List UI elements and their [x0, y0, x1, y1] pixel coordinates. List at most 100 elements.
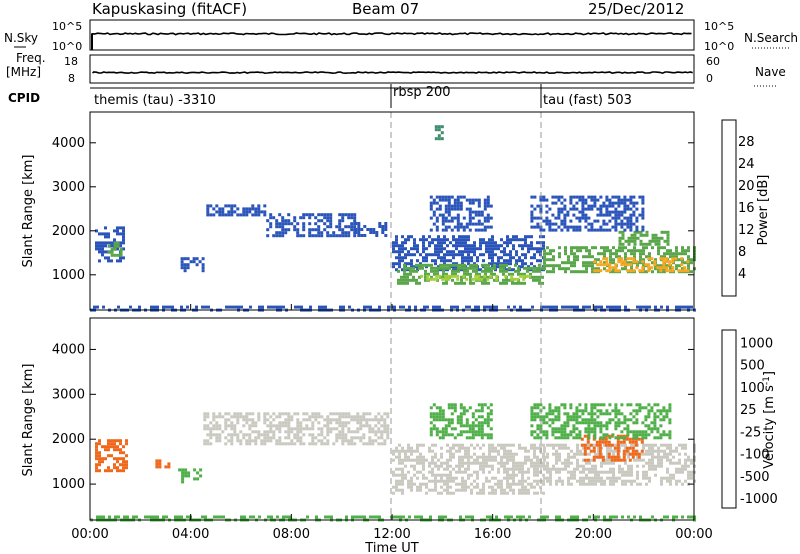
power-cell: [398, 262, 401, 266]
velocity-cell: [201, 515, 204, 519]
power-cell: [615, 249, 618, 253]
power-cell: [630, 252, 633, 256]
velocity-cell: [236, 412, 240, 416]
power-cell: [645, 305, 648, 309]
velocity-cell: [477, 433, 481, 437]
power-cell: [618, 305, 621, 309]
velocity-cell: [596, 421, 600, 425]
power-cell: [624, 267, 627, 271]
power-cell: [486, 195, 490, 199]
velocity-cell: [435, 430, 439, 434]
power-cell: [629, 257, 633, 261]
velocity-cell: [269, 439, 273, 443]
velocity-cell: [563, 412, 567, 416]
velocity-cell: [591, 482, 594, 486]
velocity-cell: [263, 412, 267, 416]
velocity-cell: [521, 476, 524, 480]
power-cell: [212, 207, 216, 211]
power-cell: [326, 216, 330, 220]
velocity-cell: [651, 452, 654, 456]
power-cell: [632, 257, 636, 261]
power-cell: [541, 275, 544, 279]
power-cell: [410, 235, 413, 239]
velocity-cell: [119, 442, 122, 446]
velocity-cell: [485, 458, 488, 462]
velocity-cell: [645, 452, 648, 456]
power-cell: [671, 266, 675, 270]
velocity-cell: [239, 415, 243, 419]
power-cell: [399, 305, 402, 309]
velocity-cell: [602, 403, 606, 407]
velocity-cell: [218, 424, 222, 428]
power-cell: [311, 213, 315, 217]
power-cell: [483, 274, 487, 278]
velocity-cell: [113, 463, 116, 467]
power-cell: [678, 252, 681, 256]
power-cell: [620, 198, 624, 202]
power-cell: [641, 198, 645, 202]
power-cell: [473, 247, 476, 251]
velocity-cell: [675, 446, 678, 450]
velocity-cell: [464, 479, 467, 483]
velocity-cell: [416, 476, 419, 480]
velocity-cell: [398, 461, 401, 465]
power-cell: [251, 207, 255, 211]
velocity-cell: [428, 470, 431, 474]
velocity-cell: [567, 455, 570, 459]
power-cell: [672, 255, 675, 259]
velocity-cell: [266, 430, 270, 434]
power-cell: [669, 255, 672, 259]
power-cell: [683, 266, 687, 270]
power-cell: [474, 274, 478, 278]
velocity-cell: [356, 430, 360, 434]
power-cell: [420, 274, 424, 278]
velocity-cell: [536, 406, 540, 410]
power-cell: [459, 222, 463, 226]
power-cell: [455, 244, 458, 248]
velocity-cell: [558, 443, 561, 447]
velocity-cell: [551, 421, 555, 425]
velocity-cell: [530, 412, 534, 416]
velocity-cell: [305, 427, 309, 431]
power-cell: [429, 195, 433, 199]
power-cell: [635, 216, 639, 220]
velocity-cell: [341, 424, 345, 428]
velocity-cell: [536, 482, 539, 486]
power-cell: [602, 213, 606, 217]
velocity-cell: [458, 470, 461, 474]
power-cell: [603, 246, 606, 250]
power-cell: [403, 281, 406, 285]
power-cell: [281, 231, 285, 235]
power-cell: [413, 265, 416, 269]
power-cell: [624, 246, 627, 250]
power-cell: [227, 213, 231, 217]
velocity-cell: [407, 455, 410, 459]
velocity-cell: [507, 515, 510, 519]
power-cell: [456, 228, 460, 232]
power-cell: [543, 261, 546, 265]
velocity-cell: [648, 467, 651, 471]
power-cell: [201, 263, 205, 267]
power-cell: [426, 305, 429, 309]
power-cell: [278, 222, 282, 226]
power-cell: [422, 250, 425, 254]
power-cell: [183, 263, 187, 267]
velocity-cell: [392, 491, 395, 495]
power-cell: [683, 269, 687, 273]
power-colorbar-frame: [721, 119, 737, 297]
velocity-cell: [144, 515, 147, 519]
velocity-cell: [610, 455, 614, 459]
velocity-cell: [633, 479, 636, 483]
power-cell: [639, 252, 642, 256]
velocity-cell: [365, 424, 369, 428]
velocity-cell: [630, 464, 633, 468]
power-cell: [657, 236, 661, 240]
power-cell: [614, 263, 618, 267]
power-cell: [632, 213, 636, 217]
velocity-cell: [543, 464, 546, 468]
power-cell: [602, 201, 606, 205]
velocity-cell: [293, 436, 297, 440]
velocity-cell: [560, 433, 564, 437]
velocity-cell: [392, 470, 395, 474]
